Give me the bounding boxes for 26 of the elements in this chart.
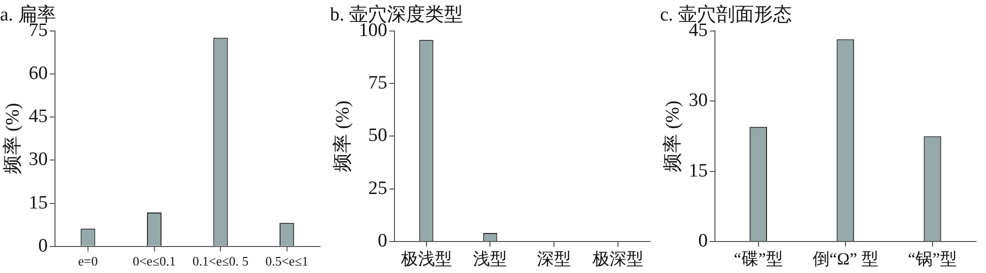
y-tick-label: 15: [688, 160, 708, 182]
x-tick-label: 0<e≤0.1: [132, 254, 176, 269]
y-axis-title: 频率 (%): [1, 102, 24, 174]
y-tick-label: 30: [28, 149, 48, 170]
x-tick-label: 极深型: [592, 249, 644, 268]
y-tick-label: 0: [698, 230, 708, 252]
y-tick-label: 0: [38, 235, 48, 256]
x-tick-label: 0.5<e≤1: [265, 254, 308, 269]
x-tick-label: 倒“Ω” 型: [812, 249, 878, 268]
y-axis-title: 频率 (%): [331, 100, 354, 172]
y-tick-label: 25: [368, 178, 388, 199]
y-tick-label: 0: [378, 230, 388, 252]
x-tick-label: “锅”型: [908, 249, 958, 268]
x-tick-label: e=0: [78, 254, 98, 269]
x-tick-label: 浅型: [473, 249, 508, 268]
y-tick-label: 30: [688, 90, 708, 112]
x-tick-label: 0.1<e≤0. 5: [192, 254, 249, 269]
y-tick-label: 60: [28, 62, 48, 84]
y-tick-label: 50: [368, 125, 388, 146]
x-tick-label: 极浅型: [400, 249, 452, 268]
x-tick-label: 深型: [537, 249, 572, 268]
y-axis-title: 频率 (%): [661, 100, 684, 172]
y-tick-label: 75: [368, 72, 388, 94]
y-tick-label: 45: [28, 106, 48, 128]
y-tick-label: 15: [28, 192, 48, 214]
x-tick-label: “碟”型: [734, 249, 783, 268]
